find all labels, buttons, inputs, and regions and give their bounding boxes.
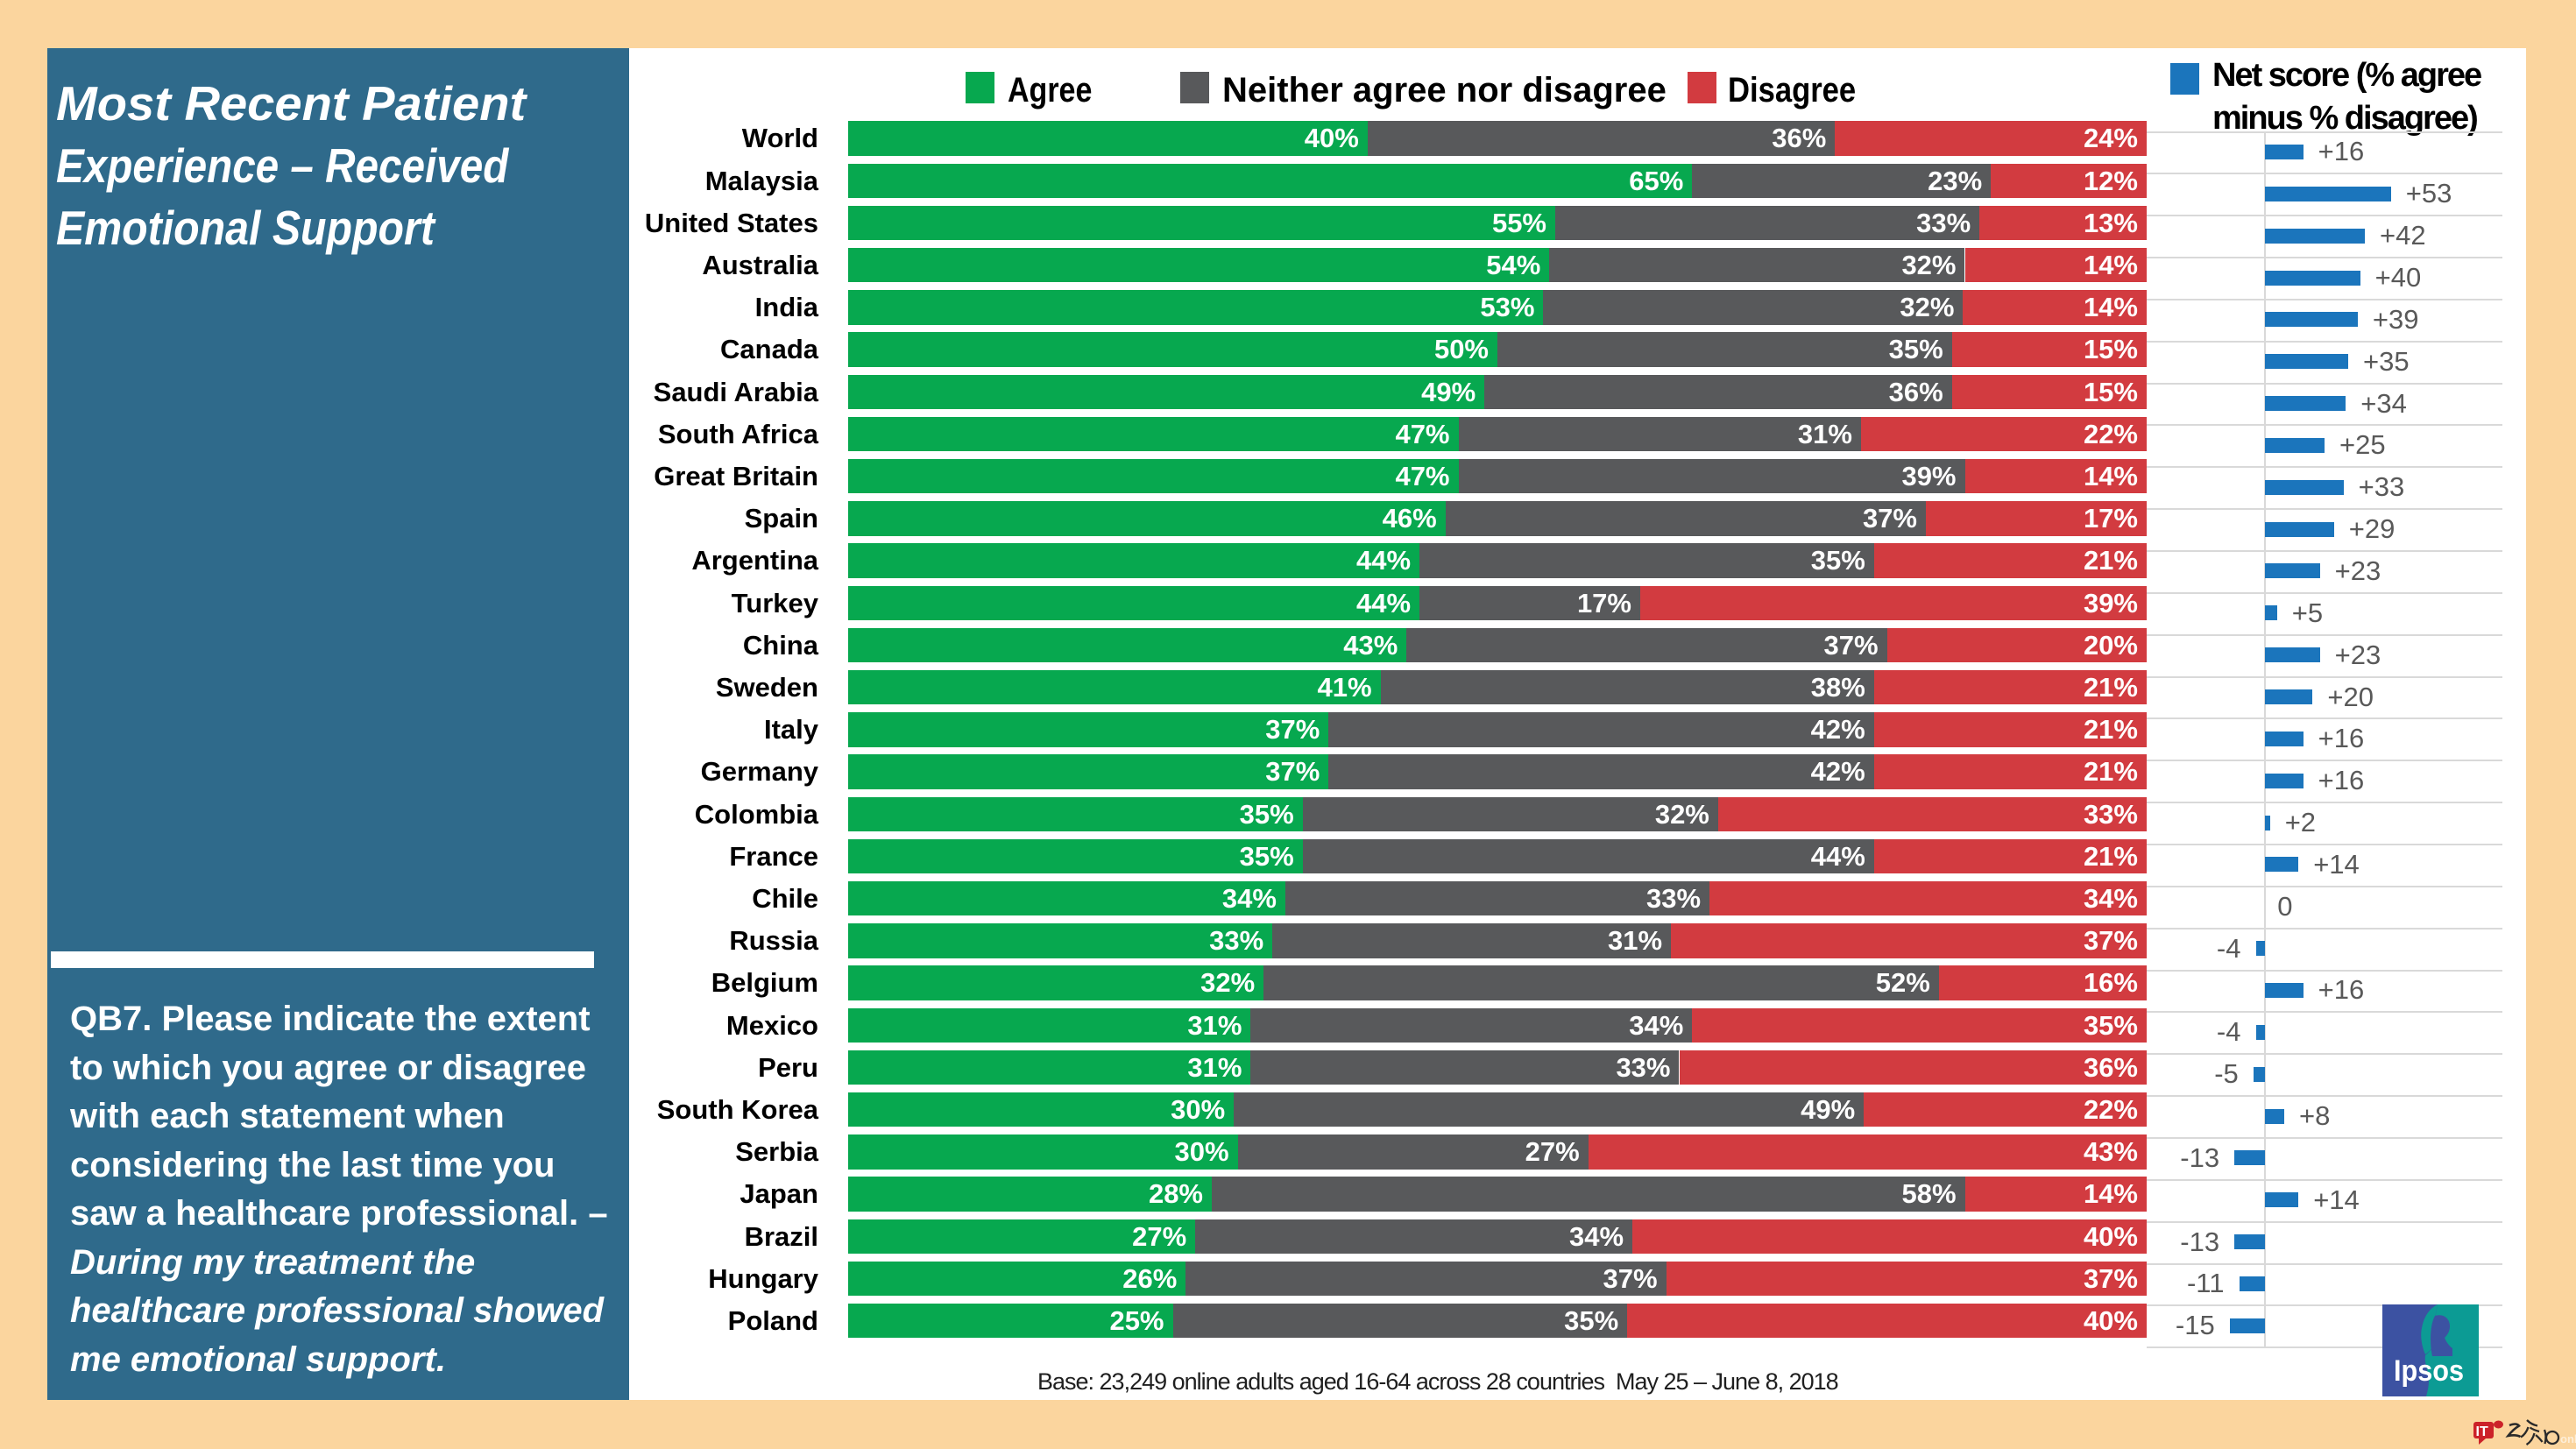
svg-text:Ipsos: Ipsos bbox=[2394, 1354, 2464, 1388]
svg-text:IT: IT bbox=[2476, 1424, 2488, 1439]
svg-text:onl: onl bbox=[2560, 1432, 2576, 1445]
